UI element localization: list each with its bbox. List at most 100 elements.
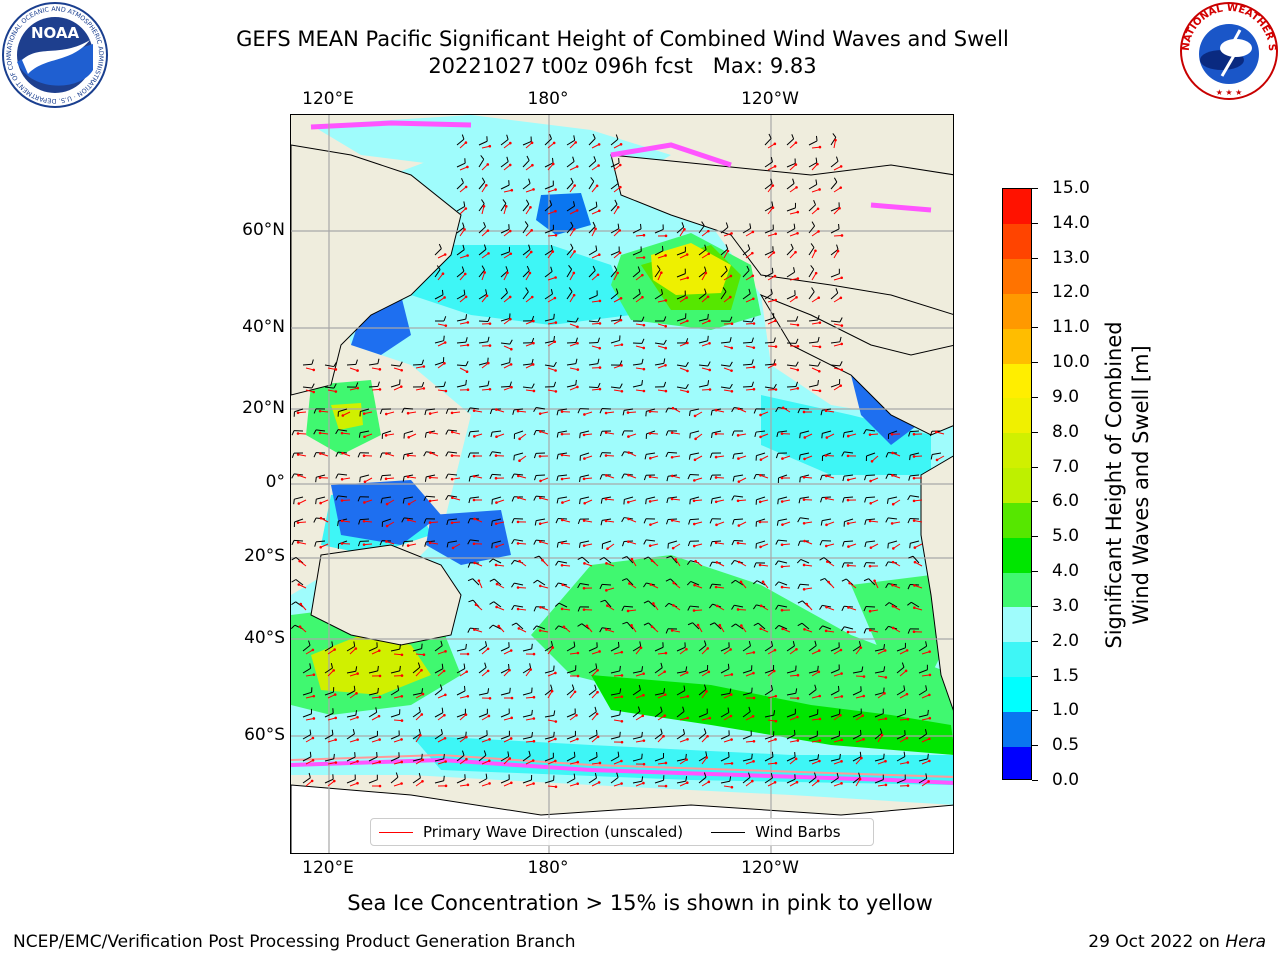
wind-barb: [720, 248, 729, 256]
wave-direction-arrow: [701, 735, 708, 743]
wave-direction-head: [704, 271, 708, 275]
wave-direction-arrow: [547, 647, 554, 655]
wind-barb: [610, 183, 619, 190]
wave-direction-arrow: [451, 521, 461, 524]
colorbar-tick-mark: [1032, 571, 1038, 573]
wind-barb-flag: [710, 498, 713, 504]
wind-barb: [865, 518, 876, 521]
wind-barb-flag: [732, 476, 735, 482]
wind-barb-flag: [729, 361, 733, 367]
wave-direction-head: [486, 669, 490, 673]
wind-barb: [472, 578, 480, 586]
wave-direction-arrow: [298, 474, 307, 479]
wave-direction-arrow: [826, 475, 835, 479]
wave-direction-head: [868, 609, 872, 613]
wave-direction-head: [729, 714, 733, 718]
wave-direction-head: [420, 668, 423, 672]
wave-direction-arrow: [855, 647, 862, 655]
wind-barb-flag: [291, 452, 295, 458]
wave-direction-head: [466, 321, 470, 324]
wind-barb-flag: [439, 684, 443, 690]
wave-direction-head: [560, 607, 564, 611]
wave-direction-head: [422, 365, 426, 368]
wind-barb: [500, 713, 510, 718]
wave-direction-arrow: [371, 650, 380, 655]
wind-barb-flag: [746, 265, 750, 271]
wind-barb-flag: [511, 473, 515, 479]
wave-direction-head: [891, 604, 895, 608]
wind-barb: [382, 430, 392, 435]
wave-direction-arrow: [782, 407, 791, 413]
wind-barb-flag: [309, 751, 312, 757]
wind-barb-flag: [770, 156, 773, 163]
wave-direction-head: [839, 713, 842, 717]
wind-barb: [800, 430, 810, 434]
wind-barb-flag: [907, 628, 911, 634]
wave-direction-arrow: [459, 367, 468, 373]
nws-logo: NATIONAL WEATHER SERVICE ★ ★ ★: [1178, 0, 1278, 100]
wave-direction-arrow: [305, 780, 313, 787]
wind-barb-flag: [528, 178, 531, 184]
colorbar-segment: [1003, 189, 1031, 225]
wave-direction-head: [312, 368, 316, 372]
wind-barb: [896, 647, 906, 652]
wave-direction-arrow: [364, 499, 373, 503]
wave-direction-head: [333, 648, 336, 651]
wind-barb-flag: [355, 382, 359, 388]
wave-direction-head: [861, 714, 865, 717]
wind-barb-flag: [753, 408, 757, 414]
chart-title: GEFS MEAN Pacific Significant Height of …: [236, 27, 1009, 51]
wave-direction-head: [504, 205, 508, 208]
wave-direction-head: [686, 276, 689, 280]
wave-direction-head: [472, 498, 476, 502]
wind-barb: [910, 540, 920, 544]
wind-barb: [580, 430, 590, 434]
wind-barb: [338, 473, 348, 476]
wave-direction-head: [818, 321, 822, 324]
wind-barb: [478, 203, 485, 212]
wind-barb: [676, 780, 686, 784]
wind-barb-flag: [511, 622, 517, 626]
wind-barb: [830, 690, 840, 696]
wind-barb: [412, 692, 422, 696]
wave-direction-head: [649, 583, 653, 586]
wave-direction-head: [752, 651, 756, 654]
noaa-logo: NATIONAL OCEANIC AND ATMOSPHERIC ADMINIS…: [0, 0, 108, 108]
wave-direction-arrow: [503, 253, 512, 259]
wave-direction-arrow: [613, 783, 622, 787]
wave-direction-head: [598, 387, 602, 391]
wind-barb-flag: [864, 497, 867, 503]
wind-barb-flag: [570, 177, 574, 183]
wind-barb-flag: [554, 625, 559, 630]
wind-barb-flag: [556, 454, 559, 460]
wave-direction-arrow: [327, 649, 335, 655]
wind-barb: [478, 713, 488, 718]
wave-direction-arrow: [517, 542, 527, 545]
wave-direction-head: [572, 271, 576, 275]
wave-direction-arrow: [503, 164, 511, 171]
wind-barb-flag: [511, 539, 515, 545]
wind-barb: [500, 228, 510, 234]
wave-direction-head: [620, 343, 624, 346]
wave-direction-arrow: [759, 564, 769, 567]
wave-direction-arrow: [627, 609, 637, 612]
wave-direction-head: [642, 739, 646, 742]
wave-direction-arrow: [811, 695, 820, 699]
wind-barb: [426, 474, 436, 478]
wave-direction-head: [891, 583, 894, 587]
wave-direction-arrow: [386, 521, 395, 527]
wave-direction-arrow: [349, 692, 357, 699]
wind-barb-flag: [313, 517, 317, 523]
wave-direction-arrow: [298, 499, 307, 504]
wave-direction-head: [421, 780, 424, 783]
wind-barb: [764, 161, 773, 168]
wind-barb-flag: [463, 685, 466, 691]
wind-barb-flag: [622, 621, 628, 625]
wave-direction-arrow: [481, 230, 489, 237]
wave-direction-head: [605, 604, 609, 607]
wave-direction-head: [377, 714, 381, 718]
wave-direction-arrow: [781, 543, 791, 546]
colorbar-segment: [1003, 328, 1031, 364]
wave-direction-arrow: [613, 696, 622, 699]
wind-barb: [522, 667, 531, 674]
